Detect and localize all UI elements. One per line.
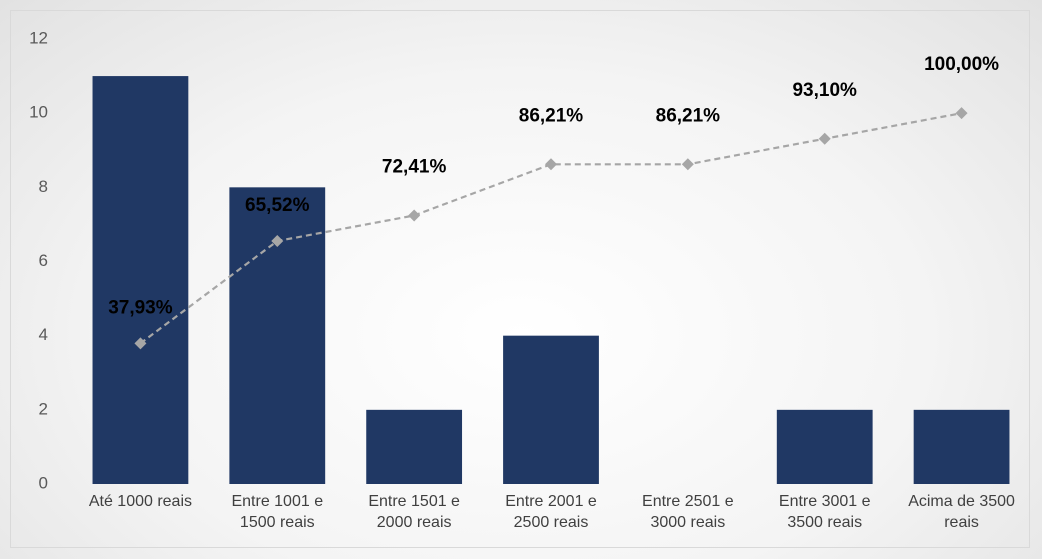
data-label: 86,21% — [519, 105, 584, 126]
bar — [503, 335, 599, 484]
y-tick-label: 4 — [39, 325, 48, 344]
x-tick-label: Entre 2501 e 3000 reais — [642, 493, 734, 531]
x-tick-label: Até 1000 reais — [88, 493, 193, 510]
data-label: 100,00% — [924, 54, 999, 75]
marker — [955, 107, 968, 120]
x-tick-label: Entre 1001 e 1500 reais — [231, 493, 324, 531]
y-tick-label: 0 — [39, 473, 48, 492]
data-label: 65,52% — [245, 195, 310, 216]
bar — [229, 187, 326, 485]
y-tick-label: 8 — [39, 177, 48, 196]
data-label: 37,93% — [108, 297, 173, 318]
x-tick-label: Acima de 3500 reais — [908, 493, 1015, 531]
marker — [271, 235, 284, 248]
marker — [818, 132, 831, 145]
data-label: 93,10% — [792, 80, 857, 101]
marker — [134, 337, 147, 350]
marker — [408, 209, 421, 222]
y-tick-label: 12 — [29, 28, 48, 47]
data-label: 72,41% — [382, 156, 447, 177]
x-tick-label: Entre 1501 e 2000 reais — [368, 493, 460, 531]
y-tick-label: 10 — [29, 103, 48, 122]
x-tick-label: Entre 2001 e 2500 reais — [505, 493, 597, 531]
bar — [366, 409, 463, 484]
data-label: 86,21% — [656, 105, 721, 126]
bar — [776, 409, 873, 484]
x-tick-label: Entre 3001 e 3500 reais — [778, 493, 871, 531]
bar — [92, 76, 189, 484]
marker — [545, 158, 557, 171]
bar — [913, 409, 1010, 484]
y-tick-label: 6 — [39, 251, 48, 270]
chart-frame — [10, 10, 1030, 548]
y-tick-label: 2 — [39, 399, 48, 418]
marker — [681, 158, 694, 171]
